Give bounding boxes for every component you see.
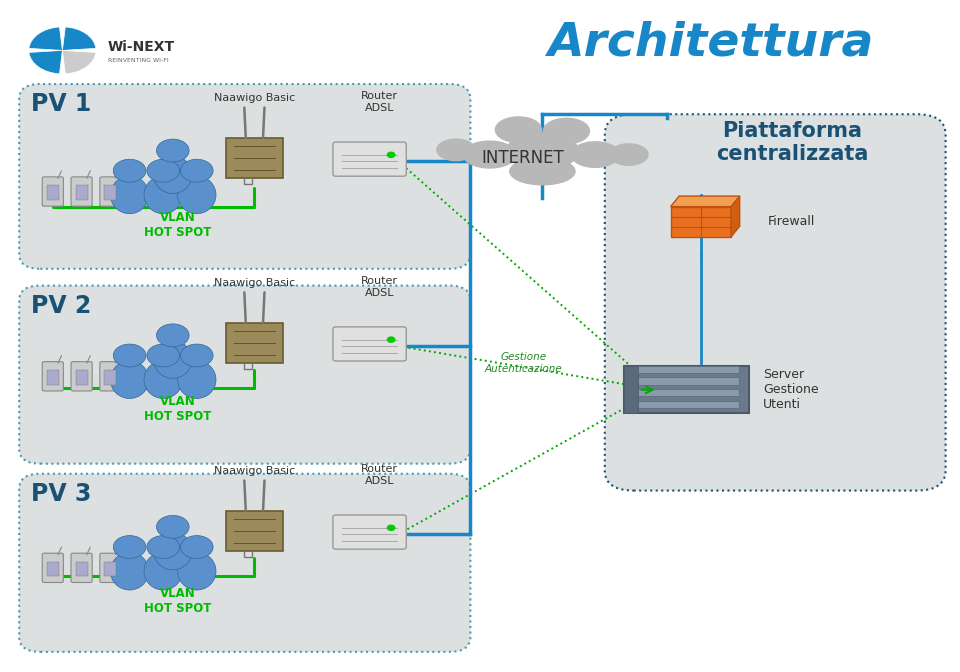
Ellipse shape	[543, 118, 589, 144]
Text: Naawigo Basic: Naawigo Basic	[214, 93, 295, 103]
Circle shape	[156, 515, 189, 538]
FancyBboxPatch shape	[634, 366, 739, 373]
Text: Piattaforma
centralizzata: Piattaforma centralizzata	[716, 121, 869, 164]
Text: Server
Gestione
Utenti: Server Gestione Utenti	[763, 368, 819, 411]
FancyBboxPatch shape	[333, 515, 406, 549]
Ellipse shape	[495, 117, 541, 142]
Ellipse shape	[154, 341, 192, 378]
FancyBboxPatch shape	[71, 362, 92, 391]
Text: PV 3: PV 3	[31, 482, 91, 506]
Wedge shape	[29, 50, 62, 74]
Circle shape	[147, 344, 180, 367]
Ellipse shape	[110, 176, 149, 214]
Ellipse shape	[610, 144, 648, 165]
Ellipse shape	[437, 139, 475, 161]
Wedge shape	[29, 27, 62, 50]
Text: PV 1: PV 1	[31, 92, 91, 116]
Circle shape	[156, 139, 189, 162]
Text: VLAN
HOT SPOT: VLAN HOT SPOT	[144, 587, 211, 615]
Ellipse shape	[178, 361, 216, 398]
FancyBboxPatch shape	[19, 84, 470, 269]
FancyBboxPatch shape	[47, 185, 59, 200]
FancyBboxPatch shape	[47, 562, 59, 577]
FancyBboxPatch shape	[42, 553, 63, 583]
FancyBboxPatch shape	[226, 511, 283, 551]
Polygon shape	[670, 196, 739, 207]
Ellipse shape	[110, 361, 149, 398]
FancyBboxPatch shape	[634, 378, 739, 384]
Ellipse shape	[144, 176, 182, 214]
Circle shape	[26, 25, 99, 76]
Polygon shape	[670, 207, 732, 237]
Text: REINVENTING WI-FI: REINVENTING WI-FI	[108, 58, 168, 63]
Ellipse shape	[144, 361, 182, 398]
FancyBboxPatch shape	[71, 553, 92, 583]
FancyBboxPatch shape	[42, 177, 63, 206]
FancyBboxPatch shape	[105, 370, 116, 385]
FancyBboxPatch shape	[624, 366, 749, 413]
Wedge shape	[62, 50, 96, 74]
Circle shape	[156, 324, 189, 347]
Ellipse shape	[178, 176, 216, 214]
Text: Wi-NEXT: Wi-NEXT	[108, 40, 175, 54]
Circle shape	[147, 159, 180, 182]
Ellipse shape	[510, 158, 575, 185]
FancyBboxPatch shape	[42, 362, 63, 391]
Circle shape	[180, 159, 213, 182]
Text: VLAN
HOT SPOT: VLAN HOT SPOT	[144, 395, 211, 423]
Ellipse shape	[154, 532, 192, 570]
FancyBboxPatch shape	[47, 370, 59, 385]
FancyBboxPatch shape	[605, 114, 946, 491]
FancyBboxPatch shape	[19, 474, 470, 652]
Text: Gestione
Autenticazione: Gestione Autenticazione	[485, 352, 562, 374]
FancyBboxPatch shape	[226, 323, 283, 363]
FancyBboxPatch shape	[19, 286, 470, 464]
FancyBboxPatch shape	[71, 177, 92, 206]
Polygon shape	[732, 196, 739, 237]
Text: Firewall: Firewall	[768, 215, 815, 228]
Circle shape	[147, 536, 180, 558]
Circle shape	[113, 344, 146, 367]
FancyBboxPatch shape	[333, 327, 406, 361]
Text: Router
ADSL: Router ADSL	[361, 276, 397, 298]
FancyBboxPatch shape	[333, 142, 406, 176]
Ellipse shape	[154, 156, 192, 194]
Ellipse shape	[571, 142, 619, 167]
Ellipse shape	[144, 552, 182, 590]
Circle shape	[113, 536, 146, 558]
FancyBboxPatch shape	[226, 138, 283, 178]
Circle shape	[388, 337, 395, 342]
FancyBboxPatch shape	[76, 185, 87, 200]
Text: Architettura: Architettura	[547, 20, 874, 65]
FancyBboxPatch shape	[76, 370, 87, 385]
FancyBboxPatch shape	[100, 177, 121, 206]
Circle shape	[180, 344, 213, 367]
Ellipse shape	[178, 552, 216, 590]
Wedge shape	[62, 27, 96, 50]
FancyBboxPatch shape	[105, 185, 116, 200]
Circle shape	[180, 536, 213, 558]
FancyBboxPatch shape	[105, 562, 116, 577]
Text: Naawigo Basic: Naawigo Basic	[214, 466, 295, 476]
FancyBboxPatch shape	[100, 362, 121, 391]
Text: PV 2: PV 2	[31, 294, 91, 318]
Circle shape	[113, 159, 146, 182]
Text: Naawigo Basic: Naawigo Basic	[214, 278, 295, 288]
Ellipse shape	[110, 552, 149, 590]
FancyBboxPatch shape	[100, 553, 121, 583]
Text: Router
ADSL: Router ADSL	[361, 464, 397, 486]
Text: Router
ADSL: Router ADSL	[361, 91, 397, 113]
Circle shape	[388, 153, 395, 157]
Ellipse shape	[507, 132, 578, 169]
FancyBboxPatch shape	[76, 562, 87, 577]
FancyBboxPatch shape	[624, 366, 638, 413]
FancyBboxPatch shape	[634, 389, 739, 396]
Text: VLAN
HOT SPOT: VLAN HOT SPOT	[144, 210, 211, 239]
Circle shape	[388, 526, 395, 530]
FancyBboxPatch shape	[634, 401, 739, 409]
Text: INTERNET: INTERNET	[482, 149, 564, 167]
Ellipse shape	[463, 141, 516, 168]
